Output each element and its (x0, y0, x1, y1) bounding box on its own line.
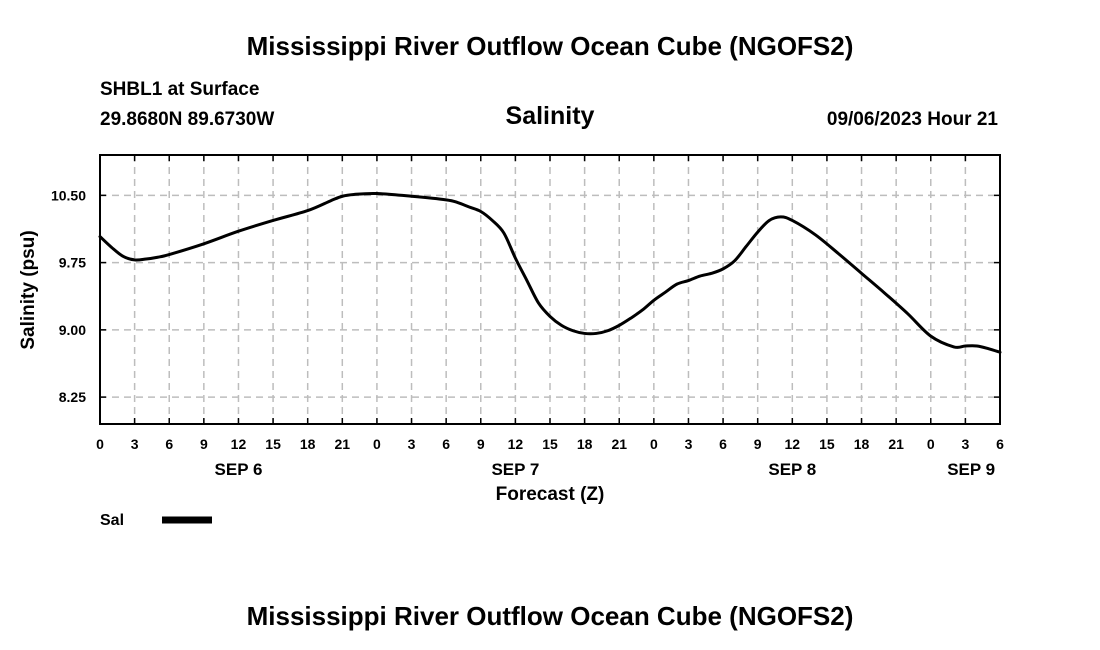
x-tick-label: 12 (785, 436, 801, 452)
grid-lines (100, 155, 1000, 424)
y-axis-ticks: 8.25 9.00 9.75 10.50 (51, 187, 1000, 405)
timestamp-label: 09/06/2023 Hour 21 (827, 109, 999, 130)
legend: Sal (100, 512, 212, 529)
x-tick-label: 18 (854, 436, 870, 452)
y-tick-label: 10.50 (51, 187, 86, 203)
date-label: SEP 7 (491, 460, 539, 479)
location-label: 29.8680N 89.6730W (100, 109, 274, 130)
x-tick-label: 6 (719, 436, 727, 452)
chart-title: Mississippi River Outflow Ocean Cube (NG… (247, 31, 854, 61)
x-tick-label: 15 (542, 436, 558, 452)
x-tick-label: 15 (265, 436, 281, 452)
date-label: SEP 6 (215, 460, 263, 479)
y-tick-label: 9.75 (59, 255, 86, 271)
series-line-sal (98, 191, 1002, 354)
x-tick-label: 3 (685, 436, 693, 452)
x-tick-label: 3 (408, 436, 416, 452)
plot-frame (99, 154, 1001, 425)
y-axis-label: Salinity (psu) (18, 230, 39, 349)
station-label: SHBL1 at Surface (100, 79, 259, 100)
y-tick-label: 9.00 (59, 322, 86, 338)
date-label: SEP 9 (947, 460, 995, 479)
variable-title: Salinity (506, 102, 595, 130)
x-tick-label: 12 (508, 436, 524, 452)
x-tick-label: 12 (231, 436, 247, 452)
x-tick-label: 3 (131, 436, 139, 452)
x-tick-label: 0 (373, 436, 381, 452)
date-labels: SEP 6 SEP 7 SEP 8 SEP 9 (215, 460, 996, 479)
date-label: SEP 8 (768, 460, 816, 479)
x-tick-label: 15 (819, 436, 835, 452)
x-tick-label: 21 (888, 436, 904, 452)
y-tick-label: 8.25 (59, 389, 86, 405)
x-tick-label: 0 (96, 436, 104, 452)
x-tick-label: 6 (996, 436, 1004, 452)
series-lines (98, 191, 1002, 354)
legend-label-sal: Sal (100, 512, 124, 529)
x-tick-label: 21 (611, 436, 627, 452)
x-tick-label: 21 (335, 436, 351, 452)
x-tick-label: 3 (961, 436, 969, 452)
x-tick-label: 6 (442, 436, 450, 452)
footer-title: Mississippi River Outflow Ocean Cube (NG… (247, 601, 854, 631)
x-tick-label: 6 (165, 436, 173, 452)
x-tick-label: 9 (754, 436, 762, 452)
x-tick-label: 9 (200, 436, 208, 452)
x-tick-label: 9 (477, 436, 485, 452)
x-axis-label: Forecast (Z) (496, 484, 605, 505)
x-tick-label: 18 (300, 436, 316, 452)
x-tick-label: 0 (650, 436, 658, 452)
x-tick-label: 18 (577, 436, 593, 452)
x-tick-label: 0 (927, 436, 935, 452)
